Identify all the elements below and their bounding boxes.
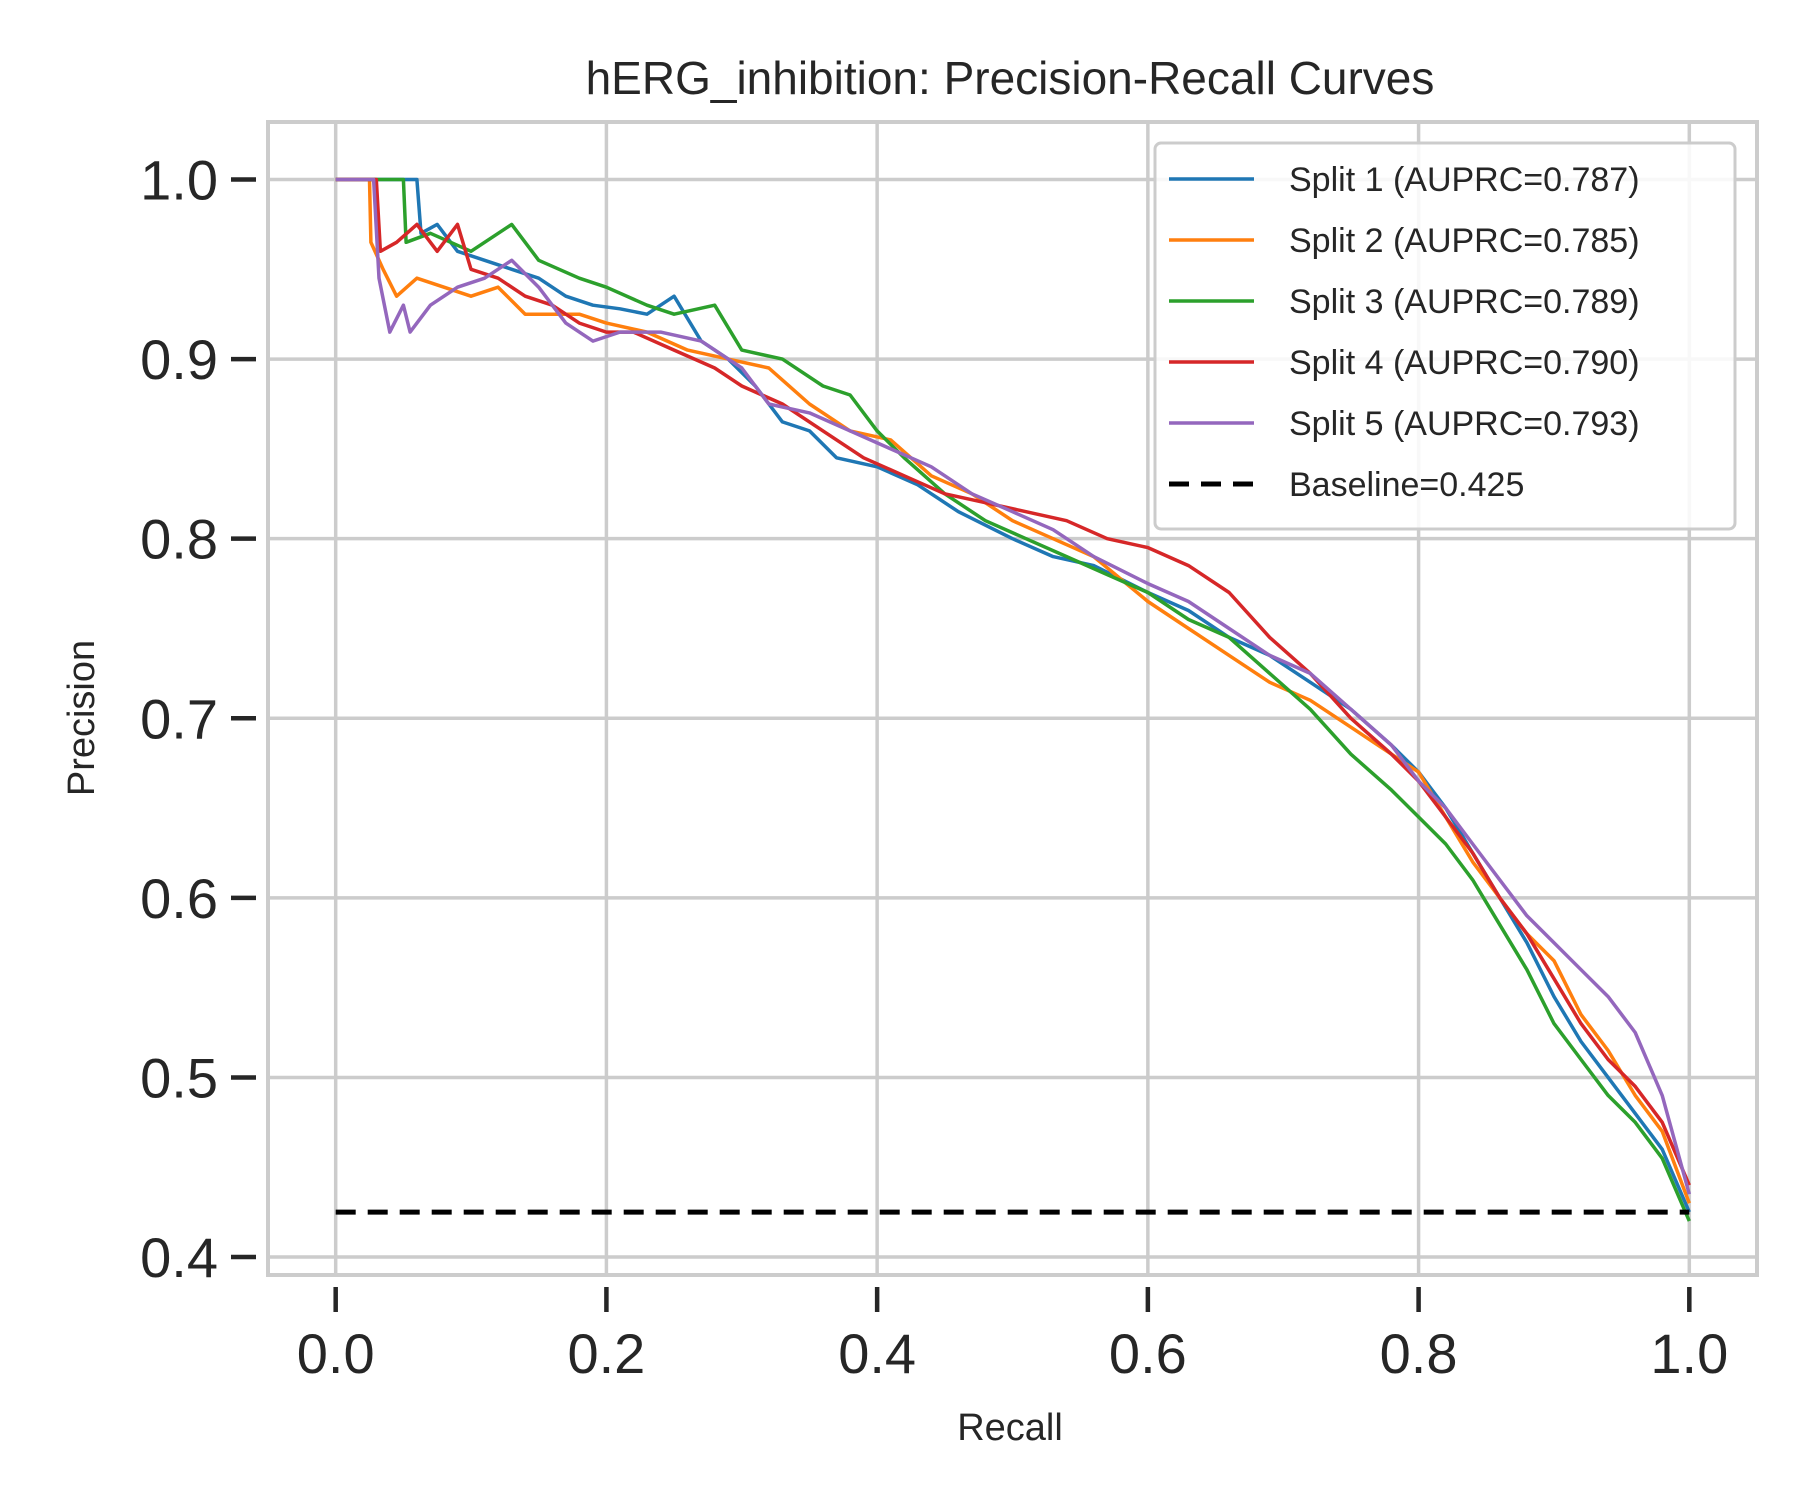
y-tick-label: 0.8 [140, 508, 218, 571]
legend-label: Split 4 (AUPRC=0.790) [1289, 344, 1640, 382]
y-tick-label: 0.6 [140, 867, 218, 930]
x-axis-label: Recall [957, 1407, 1063, 1449]
chart-title: hERG_inhibition: Precision-Recall Curves [586, 52, 1435, 104]
x-tick-label: 1.0 [1650, 1322, 1728, 1385]
plot-frame [266, 120, 1759, 1277]
x-tick-label: 0.8 [1380, 1322, 1458, 1385]
x-tick-label: 0.0 [297, 1322, 375, 1385]
legend-label: Split 5 (AUPRC=0.793) [1289, 405, 1640, 443]
series-line-split-5 [335, 177, 1691, 1195]
series-line-split-3 [335, 177, 1691, 1222]
series-line-split-4 [335, 177, 1691, 1186]
x-tick-label: 0.2 [567, 1322, 645, 1385]
legend-label: Split 3 (AUPRC=0.789) [1289, 283, 1640, 321]
x-tick-label: 0.6 [1109, 1322, 1187, 1385]
y-tick-label: 0.7 [140, 687, 218, 750]
y-tick-label: 0.5 [140, 1046, 218, 1109]
y-tick-label: 0.9 [140, 328, 218, 391]
legend: Split 1 (AUPRC=0.787) Split 2 (AUPRC=0.78… [1153, 141, 1737, 531]
legend-label: Split 2 (AUPRC=0.785) [1289, 222, 1640, 260]
legend-label: Baseline=0.425 [1289, 466, 1524, 504]
y-tick-label: 0.4 [140, 1226, 218, 1289]
x-tick-label: 0.4 [838, 1322, 916, 1385]
y-tick-label: 1.0 [140, 148, 218, 211]
series-lines [335, 177, 1691, 1222]
legend-box [1153, 141, 1737, 531]
legend-label: Split 1 (AUPRC=0.787) [1289, 161, 1640, 199]
y-axis-label: Precision [61, 640, 103, 796]
axes: 0.0 0.2 0.4 0.6 0.8 1.0 0.4 0.5 0.6 0.7 0.8 0.9 1.0 [140, 148, 1728, 1385]
